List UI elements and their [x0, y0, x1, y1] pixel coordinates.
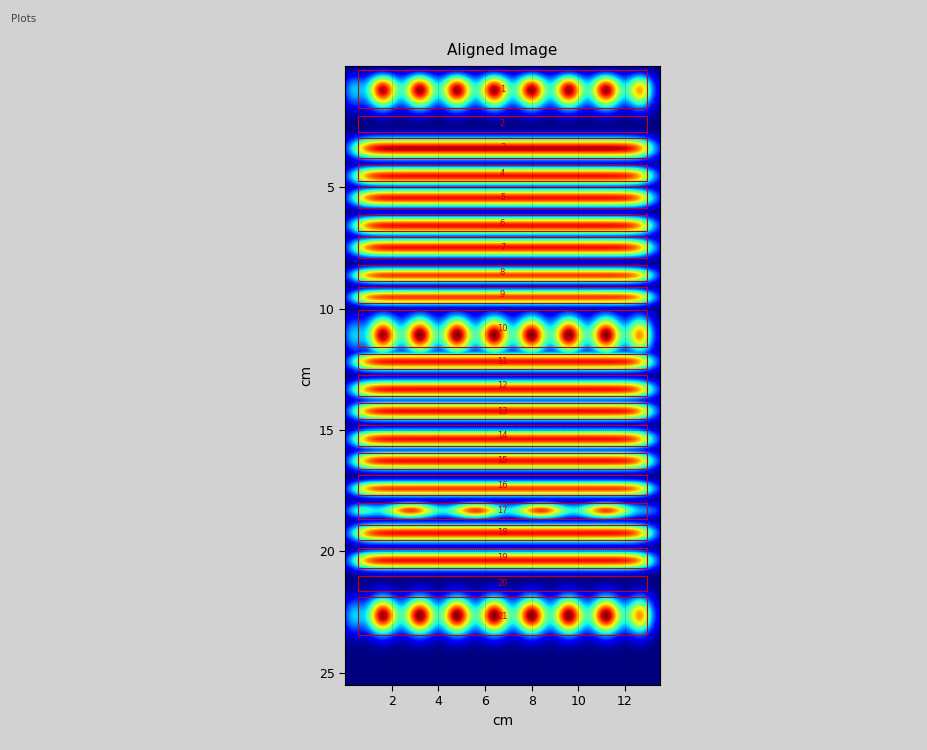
- Text: 13: 13: [497, 406, 507, 416]
- Text: 11: 11: [497, 357, 507, 366]
- Text: 3: 3: [500, 143, 504, 152]
- Title: Aligned Image: Aligned Image: [447, 43, 557, 58]
- Bar: [358, 166, 646, 182]
- Bar: [358, 503, 646, 518]
- Bar: [358, 548, 646, 568]
- Bar: [358, 137, 646, 158]
- Text: 1: 1: [500, 85, 504, 94]
- Text: 20: 20: [497, 579, 507, 588]
- Bar: [358, 188, 646, 208]
- Y-axis label: cm: cm: [299, 364, 313, 386]
- Bar: [358, 310, 646, 347]
- Text: 8: 8: [500, 268, 504, 278]
- Text: 10: 10: [497, 324, 507, 333]
- Bar: [358, 116, 646, 131]
- Bar: [358, 404, 646, 419]
- Bar: [358, 237, 646, 258]
- Bar: [358, 598, 646, 635]
- Text: 15: 15: [497, 457, 507, 466]
- Text: Plots: Plots: [11, 13, 36, 23]
- Text: 5: 5: [500, 194, 504, 202]
- Bar: [358, 265, 646, 280]
- Bar: [358, 575, 646, 591]
- Bar: [358, 453, 646, 469]
- Text: 7: 7: [500, 243, 504, 252]
- Bar: [358, 353, 646, 369]
- Text: 6: 6: [500, 218, 504, 227]
- X-axis label: cm: cm: [491, 714, 513, 728]
- Text: 18: 18: [497, 528, 507, 537]
- Bar: [358, 286, 646, 302]
- Bar: [358, 425, 646, 445]
- Text: 16: 16: [497, 481, 507, 490]
- Bar: [358, 524, 646, 540]
- Text: 21: 21: [497, 612, 507, 621]
- Text: 2: 2: [500, 119, 504, 128]
- Text: 19: 19: [497, 554, 507, 562]
- Bar: [358, 475, 646, 496]
- Text: 17: 17: [497, 506, 507, 515]
- Text: 4: 4: [500, 169, 504, 178]
- Text: 12: 12: [497, 381, 507, 390]
- Text: 9: 9: [500, 290, 504, 299]
- Text: 14: 14: [497, 431, 507, 440]
- Bar: [358, 70, 646, 108]
- Bar: [358, 215, 646, 231]
- Bar: [358, 376, 646, 396]
